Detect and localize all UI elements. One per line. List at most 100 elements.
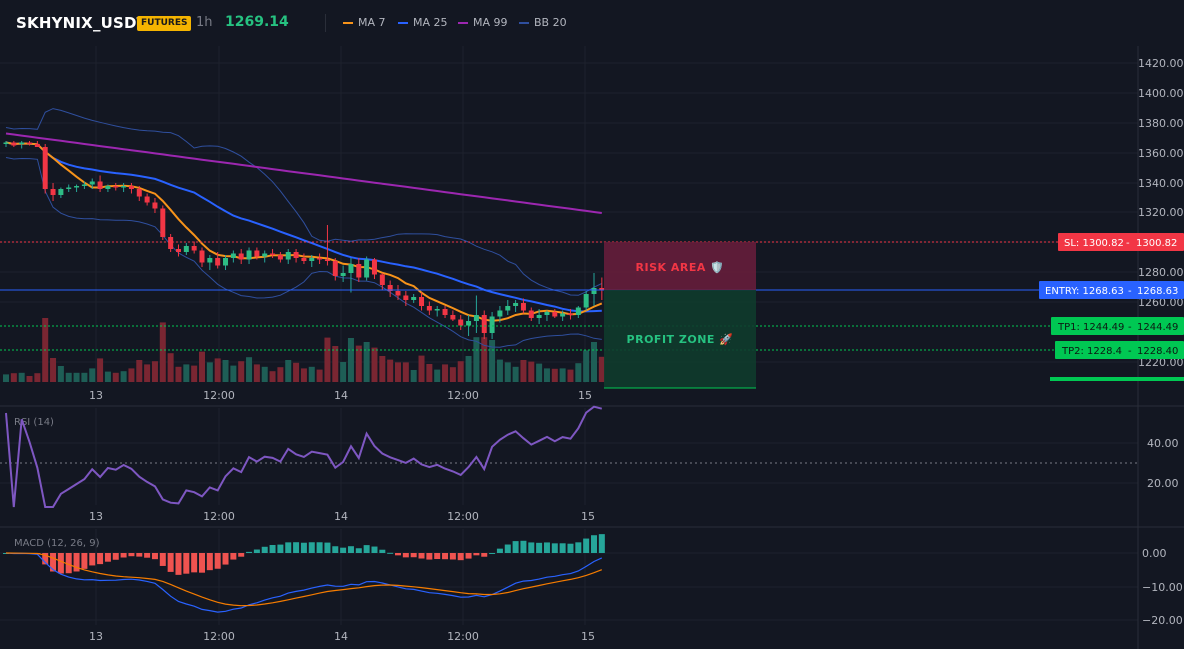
volume-bar xyxy=(18,372,25,382)
candle-body xyxy=(81,184,87,186)
candle-body xyxy=(27,142,33,144)
candle-body xyxy=(348,264,354,273)
volume-bar xyxy=(73,372,80,382)
candle-body xyxy=(121,186,127,188)
ma99-line xyxy=(5,132,602,214)
entry-tag[interactable] xyxy=(1039,281,1184,299)
sl-tag-value: 1300.82 xyxy=(1136,238,1177,249)
macd-hist-bar xyxy=(387,552,394,554)
macd-hist-bar xyxy=(598,534,605,553)
candle-body xyxy=(19,142,25,144)
candle-body xyxy=(497,310,503,317)
candlesticks[interactable] xyxy=(3,141,605,339)
candle-body xyxy=(536,315,542,318)
candle-body xyxy=(136,189,142,197)
volume-bar xyxy=(89,368,96,382)
candle-body xyxy=(575,307,581,315)
candle-body xyxy=(50,189,56,195)
macd-hist-bar xyxy=(136,553,143,557)
candle-body xyxy=(340,273,346,276)
price-tick: 1400.00 xyxy=(1138,87,1184,100)
candle-body xyxy=(128,186,134,189)
tp1-tag-sep: - xyxy=(1128,322,1132,333)
time-tick: 13 xyxy=(89,630,103,643)
tp1-tag[interactable] xyxy=(1051,317,1184,335)
risk-area-zone[interactable] xyxy=(604,242,756,290)
macd-hist-bar xyxy=(246,551,253,553)
macd-hist-bar xyxy=(191,553,198,573)
symbol-name[interactable]: SKHYNIX_USDT xyxy=(16,14,148,32)
candle-body xyxy=(3,142,9,144)
volume-bar xyxy=(230,365,237,382)
volume-bar xyxy=(293,362,300,382)
candle-body xyxy=(191,246,197,251)
legend-label: MA 7 xyxy=(358,16,386,29)
volume-bar xyxy=(504,362,511,382)
tp2-tag-value: 1228.40 xyxy=(1137,346,1178,357)
candle-body xyxy=(599,288,605,290)
volume-bar xyxy=(324,337,331,382)
time-tick: 12:00 xyxy=(203,630,235,643)
time-axis-main[interactable]: 13 12:00 14 12:00 15 xyxy=(89,389,592,402)
macd-hist-bar xyxy=(426,553,433,560)
volume-bar xyxy=(57,366,64,382)
candle-body xyxy=(371,259,377,275)
legend-ma7[interactable]: MA 7 xyxy=(343,16,386,29)
candle-body xyxy=(356,264,362,278)
volume-bar xyxy=(591,342,597,382)
candle-body xyxy=(215,258,221,266)
volume-bar xyxy=(128,368,135,382)
candle-body xyxy=(160,208,166,237)
header-divider xyxy=(325,14,326,32)
macd-hist-bar xyxy=(340,547,347,553)
macd-hist-bar xyxy=(50,553,57,572)
volume-bar xyxy=(3,374,9,382)
volume-bar xyxy=(277,367,284,382)
time-axis-rsi[interactable]: 13 12:00 14 12:00 15 xyxy=(89,510,595,523)
volume-bar xyxy=(395,362,401,382)
candle-body xyxy=(419,297,425,306)
macd-hist-bar xyxy=(206,553,213,571)
macd-hist-bar xyxy=(214,553,221,569)
timeframe-label[interactable]: 1h xyxy=(196,15,213,30)
candle-body xyxy=(254,250,260,257)
volume-bar xyxy=(97,358,104,382)
candle-body xyxy=(505,306,511,311)
legend-ma25[interactable]: MA 25 xyxy=(398,16,448,29)
candle-body xyxy=(89,181,95,185)
sl-tag[interactable] xyxy=(1058,233,1184,251)
macd-hist-bar xyxy=(238,553,245,557)
volume-bar xyxy=(167,353,174,382)
legend-bb20[interactable]: BB 20 xyxy=(519,16,567,29)
time-tick: 13 xyxy=(89,510,103,523)
time-tick: 14 xyxy=(334,389,348,402)
volume-bar xyxy=(214,358,221,382)
macd-hist-bar xyxy=(104,553,111,562)
candle-body xyxy=(364,259,370,278)
sl-tag-label: SL: 1300.82 xyxy=(1064,238,1124,249)
profit-zone-label: PROFIT ZONE 🚀 xyxy=(627,333,734,346)
candle-body xyxy=(105,186,111,189)
tp1-tag-label: TP1: 1244.49 xyxy=(1057,322,1124,333)
macd-hist-bar xyxy=(89,553,96,566)
legend-label: BB 20 xyxy=(534,16,567,29)
time-axis-macd[interactable]: 13 12:00 14 12:00 15 xyxy=(89,630,595,643)
price-axis[interactable]: 1420.00 1400.00 1380.00 1360.00 1340.00 … xyxy=(1138,57,1184,369)
profit-zone[interactable] xyxy=(604,290,756,388)
tp2-tag[interactable] xyxy=(1055,341,1184,359)
price-tick: 1260.00 xyxy=(1138,296,1184,309)
legend-ma99[interactable]: MA 99 xyxy=(458,16,508,29)
candle-body xyxy=(544,312,550,315)
volume-bar xyxy=(543,368,550,382)
entry-tag-label: ENTRY: 1268.63 xyxy=(1045,286,1124,297)
candle-body xyxy=(223,258,229,266)
time-tick: 12:00 xyxy=(447,630,479,643)
macd-line xyxy=(5,552,603,613)
macd-hist-bar xyxy=(151,553,158,560)
legend-swatch xyxy=(519,21,529,24)
macd-hist-bar xyxy=(551,543,558,553)
candle-body xyxy=(207,258,213,263)
volume-bar xyxy=(379,356,386,382)
macd-hist-bar xyxy=(199,553,205,573)
